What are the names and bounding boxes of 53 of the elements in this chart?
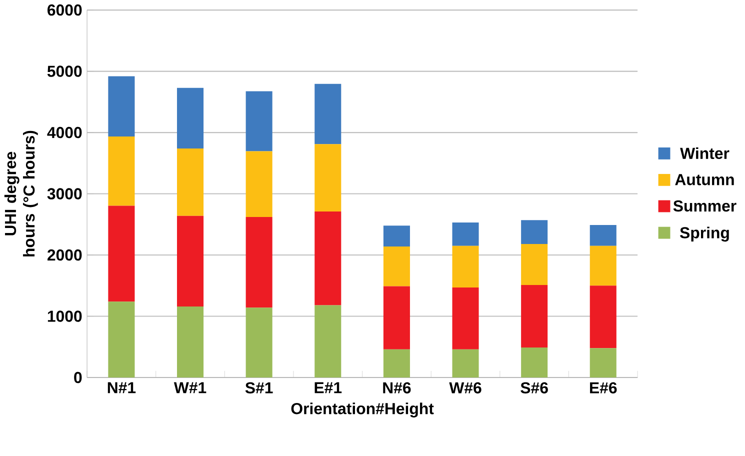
bar [246,217,272,308]
bar [176,306,204,378]
x-tick-label: N#1 [108,382,136,394]
x-tick-label: W#6 [449,382,482,394]
y-tick-label: 1000 [48,310,82,322]
y-tick-label: 0 [74,372,82,384]
bar [176,216,204,307]
x-tick-label: E#1 [314,382,342,394]
y-tick-label: 3000 [47,188,82,200]
bar [108,206,135,302]
bar [452,222,479,246]
bar [314,84,342,144]
x-tick-label: S#6 [520,382,548,394]
bar [452,246,479,288]
y-axis-title: UHI degree hours (°C hours) [4,130,38,257]
bar [176,88,204,149]
bar [383,226,410,247]
bar [246,308,272,378]
y-tick-label: 6000 [48,4,82,16]
y-tick-label: 5000 [47,66,82,78]
legend-label: Autumn [675,174,734,186]
legend-label: Spring [680,226,729,242]
bar [108,302,135,378]
bar [176,148,204,216]
bar [590,246,616,286]
bar [108,76,135,137]
bar [246,91,272,152]
bar [590,348,616,378]
bar [383,349,410,378]
bar [590,225,616,246]
bar [383,286,410,350]
bar [314,305,342,378]
bar [452,349,479,378]
x-tick-label: W#1 [174,382,206,394]
x-tick-label: S#1 [245,382,273,394]
x-axis-title: Orientation#Height [291,402,434,418]
bar [314,144,342,212]
bar [521,244,548,286]
bar [521,220,548,244]
legend-label: Summer [673,200,736,212]
bar [383,246,410,286]
y-tick-label: 2000 [48,249,82,261]
y-tick-label: 4000 [47,127,82,138]
bar [521,348,548,378]
bar [108,136,135,206]
bar [590,286,616,348]
bar [246,151,272,218]
legend-label: Winter [680,147,730,160]
bar [314,212,342,306]
x-tick-label: N#6 [383,382,411,394]
x-tick-label: E#6 [590,382,617,394]
bar [521,285,548,348]
bar [452,288,479,350]
